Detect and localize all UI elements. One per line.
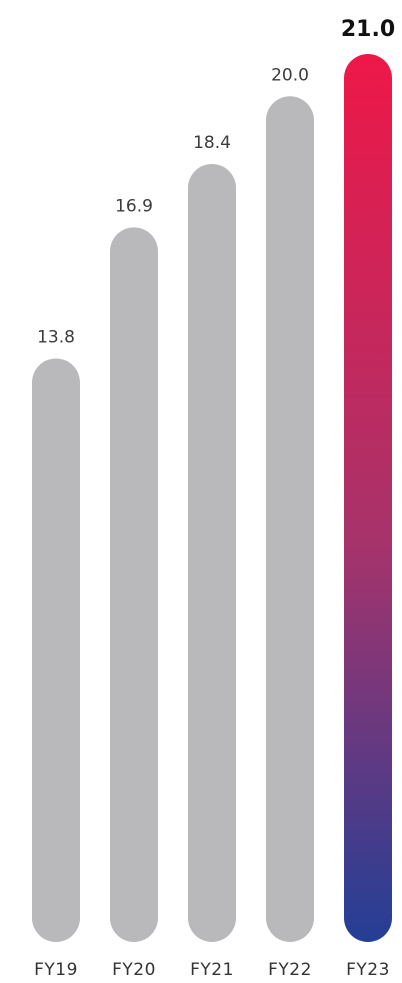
bar-fy19 (32, 358, 80, 942)
value-label-fy19: 13.8 (37, 327, 75, 347)
bars-group (32, 54, 392, 943)
category-label-fy22: FY22 (268, 960, 312, 980)
category-label-fy21: FY21 (190, 960, 234, 980)
category-labels-group: FY19 FY20 FY21 FY22 FY23 (34, 960, 390, 980)
category-label-fy23: FY23 (346, 960, 390, 980)
category-label-fy20: FY20 (112, 960, 156, 980)
bar-fy23 (344, 54, 392, 942)
category-label-fy19: FY19 (34, 960, 78, 980)
value-label-fy23: 21.0 (341, 17, 395, 42)
value-label-fy22: 20.0 (271, 65, 309, 85)
value-label-fy20: 16.9 (115, 196, 153, 216)
bar-fy21 (188, 163, 236, 942)
bar-fy22 (266, 96, 314, 943)
bar-fy20 (110, 227, 158, 942)
value-labels-group: 13.8 16.9 18.4 20.0 21.0 (37, 17, 395, 347)
value-label-fy21: 18.4 (193, 133, 231, 153)
